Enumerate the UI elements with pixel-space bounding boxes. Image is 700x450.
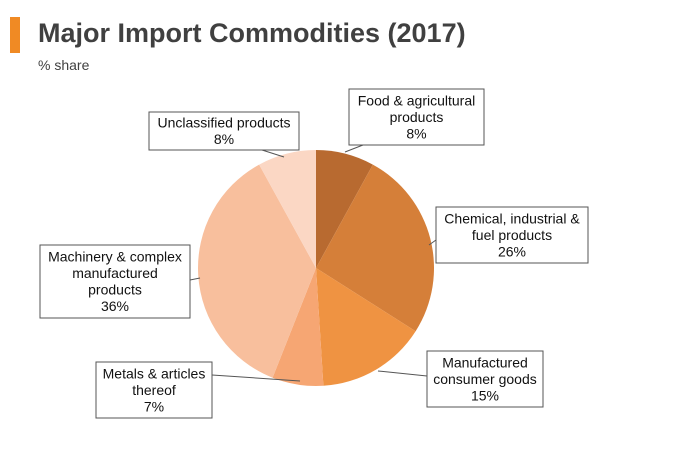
callout-box [348,88,485,146]
callout-leader-6 [261,149,285,158]
chart-title: Major Import Commodities (2017) [38,18,466,48]
callout-box [39,244,191,319]
slice-category-label: Manufactured [442,354,528,370]
slice-category-label: Unclassified products [157,115,290,131]
callout-leader-1 [344,144,364,153]
callout-box [435,206,589,264]
slice-value-label: 8% [214,131,234,147]
pie-slice-1 [316,150,373,268]
callout-leader-5 [189,277,201,281]
slice-category-label: products [88,282,142,298]
slice-category-label: Food & agricultural [358,92,476,108]
callout-box [95,361,213,419]
callout-leader-3 [377,370,428,377]
callout-box [426,350,544,408]
pie-slice-2 [316,164,434,332]
slice-category-label: fuel products [472,227,552,243]
pie-slice-3 [316,268,416,386]
slice-value-label: 26% [498,243,526,259]
slice-value-label: 7% [144,398,164,414]
chart-subtitle: % share [38,57,90,73]
slice-value-label: 15% [471,387,499,403]
pie-slice-6 [259,150,316,268]
pie-slice-5 [197,164,316,378]
slice-category-label: manufactured [72,265,158,281]
slice-category-label: Metals & articles [103,365,206,381]
slice-category-label: thereof [132,382,176,398]
slice-category-label: Machinery & complex [48,249,182,265]
slice-category-label: products [390,109,444,125]
slice-value-label: 36% [101,298,129,314]
data-label-5: Machinery & complexmanufacturedproducts3… [39,244,191,319]
slice-value-label: 8% [406,125,426,141]
callout-box [148,111,300,151]
title-accent-bar [10,17,20,53]
slice-category-label: Chemical, industrial & [444,210,580,226]
callout-leader-2 [428,239,437,246]
callout-leader-4 [211,374,301,382]
slice-category-label: consumer goods [433,371,537,387]
pie-slice-4 [272,268,324,386]
